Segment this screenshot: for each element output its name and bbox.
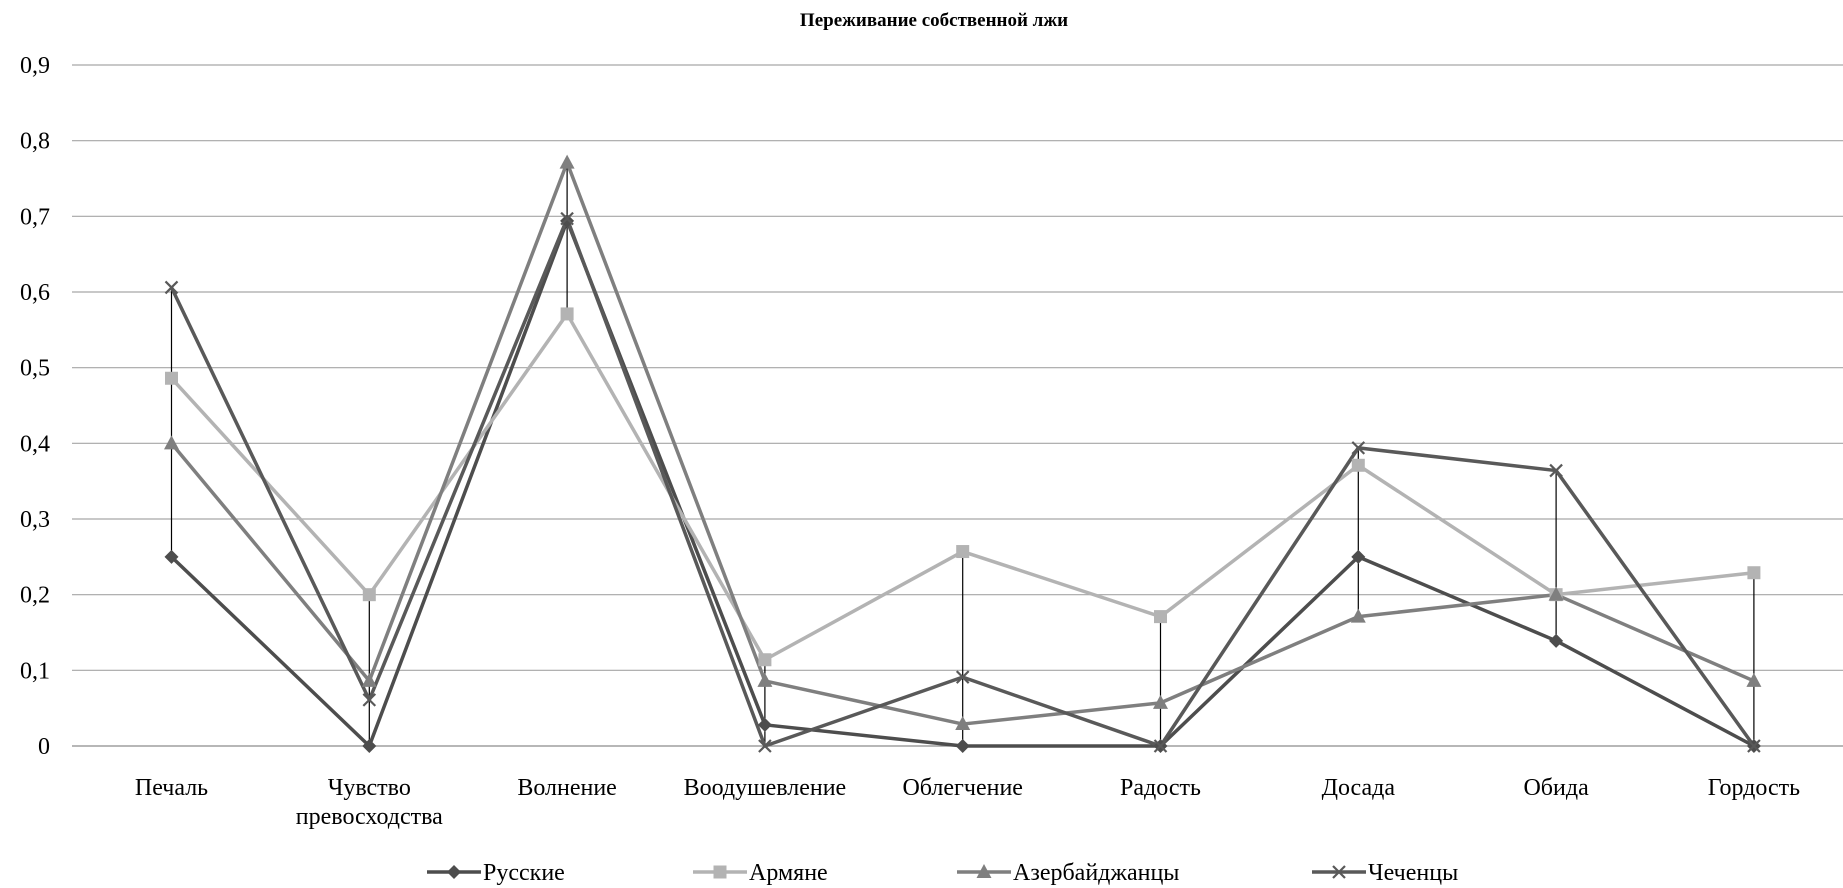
legend-marker [1332, 865, 1346, 879]
legend-item: Азербайджанцы [957, 860, 1179, 886]
x-category-label: Обида [1523, 775, 1589, 801]
x-category-label: Воодушевление [684, 775, 847, 801]
data-point [362, 739, 377, 753]
data-point [1746, 672, 1762, 687]
data-point [956, 545, 970, 559]
y-tick-label: 0,4 [20, 431, 50, 457]
x-category-label: Досада [1322, 775, 1396, 801]
data-point [1351, 458, 1365, 472]
data-point [1747, 739, 1761, 753]
legend-label: Чеченцы [1368, 860, 1458, 886]
x-category-label: Волнение [517, 775, 617, 801]
y-tick-label: 0,1 [20, 658, 50, 684]
data-point [164, 549, 179, 564]
data-point [1548, 586, 1564, 601]
high-low-lines [170, 162, 1755, 746]
data-point [361, 672, 377, 687]
data-point [758, 739, 772, 753]
data-point [955, 739, 970, 753]
y-tick-label: 0,5 [20, 356, 50, 382]
y-tick-label: 0,9 [20, 53, 50, 79]
x-category-label: Облегчение [902, 775, 1022, 801]
legend-marker [447, 865, 461, 879]
series-markers [164, 154, 1762, 753]
x-category-label: Печаль [135, 775, 208, 801]
y-tick-label: 0,2 [20, 583, 50, 609]
y-tick-label: 0 [38, 734, 50, 760]
data-point [1351, 549, 1366, 564]
y-tick-label: 0,6 [20, 280, 50, 306]
data-point [757, 717, 772, 732]
legend-marker [976, 864, 992, 878]
y-tick-label: 0,7 [20, 204, 50, 230]
legend-label: Азербайджанцы [1013, 860, 1179, 886]
data-point [1549, 633, 1564, 648]
data-point [1747, 566, 1761, 580]
data-point [560, 213, 575, 228]
data-point [1153, 694, 1168, 709]
legend-item: Чеченцы [1312, 860, 1458, 886]
data-point [955, 670, 970, 684]
data-point [757, 672, 773, 687]
data-point [164, 435, 179, 450]
x-category-label: Чувство [328, 775, 411, 801]
data-point [1549, 463, 1563, 478]
y-tick-label: 0,3 [20, 507, 50, 533]
x-category-label: Радость [1120, 775, 1201, 801]
data-point [1350, 608, 1366, 623]
chart-title: Переживание собственной лжи [800, 10, 1068, 31]
data-point [1351, 441, 1366, 455]
data-point [164, 280, 179, 295]
data-point [165, 371, 178, 385]
legend-label: Армяне [749, 860, 828, 886]
data-point [758, 653, 772, 667]
x-axis-category-labels: Печаль Чувство превосходства Волнение Воодуш… [135, 775, 1800, 830]
y-tick-label: 0,8 [20, 129, 50, 155]
legend-label: Русские [483, 860, 565, 886]
y-axis-tick-labels: 0 0,1 0,2 0,3 0,4 0,5 0,6 0,7 0,8 0,9 [20, 53, 50, 760]
data-point [955, 716, 971, 731]
legend-item: Русские [427, 860, 565, 886]
data-point [560, 211, 574, 226]
x-category-label: превосходства [296, 804, 443, 830]
x-category-label: Гордость [1708, 775, 1800, 801]
data-point [1153, 739, 1168, 753]
data-point [560, 307, 574, 321]
legend-item: Армяне [693, 860, 828, 886]
legend: Русские Армяне Азербайджанцы Чеченцы [427, 860, 1458, 886]
data-point [559, 154, 575, 169]
data-point [1154, 610, 1167, 624]
legend-marker [713, 865, 727, 879]
data-point [362, 693, 377, 707]
data-point [362, 588, 376, 602]
